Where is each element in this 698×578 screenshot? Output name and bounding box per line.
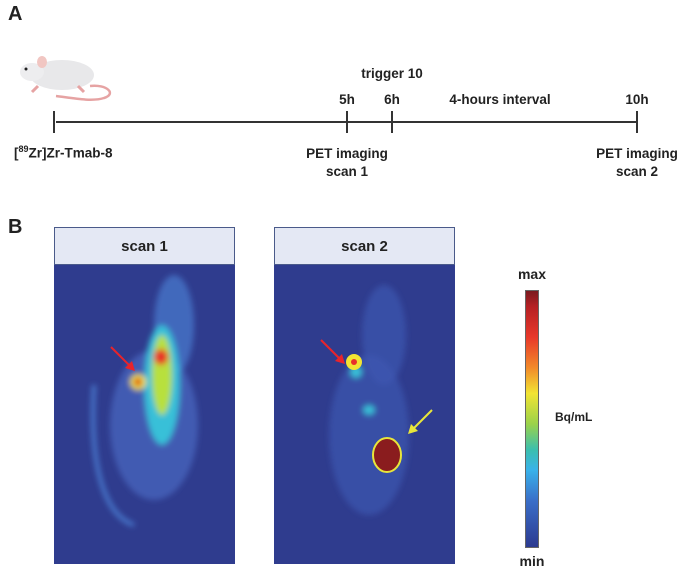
scan2-label-line2: scan 2 — [615, 164, 659, 179]
timeline-tick-6h — [391, 111, 393, 133]
scan1-pet-image — [54, 265, 235, 564]
scan2-title: scan 2 — [274, 227, 455, 265]
tracer-label: [89Zr]Zr-Tmab-8 — [14, 144, 113, 161]
time-label-5h: 5h — [339, 92, 355, 107]
timeline-tick-10h — [636, 111, 638, 133]
scan1-title: scan 1 — [54, 227, 235, 265]
scan2-panel: scan 2 — [274, 227, 455, 564]
colorbar — [525, 290, 539, 548]
trigger-label: trigger 10 — [361, 66, 423, 81]
colorbar-max-label: max — [517, 266, 547, 282]
time-label-10h: 10h — [625, 92, 649, 107]
scan2-label-line1: PET imaging — [596, 146, 678, 161]
scan1-panel: scan 1 — [54, 227, 235, 564]
panel-b-label: B — [8, 216, 23, 238]
timeline-tick-5h — [346, 111, 348, 133]
interval-label: 4-hours interval — [449, 92, 551, 107]
time-label-6h: 6h — [384, 92, 400, 107]
mouse-illustration-icon — [20, 56, 112, 101]
colorbar-unit-label: Bq/mL — [555, 410, 593, 424]
red-arrow-icon — [110, 346, 135, 371]
colorbar-min-label: min — [519, 553, 545, 569]
yellow-arrow-icon — [408, 409, 433, 434]
scan1-label-line2: scan 1 — [325, 164, 369, 179]
panel-a-label: A — [8, 3, 23, 25]
scan1-label-line1: PET imaging — [306, 146, 388, 161]
scan2-pet-image — [274, 265, 455, 564]
red-arrow-icon — [320, 339, 345, 364]
timeline-tick-start — [53, 111, 55, 133]
